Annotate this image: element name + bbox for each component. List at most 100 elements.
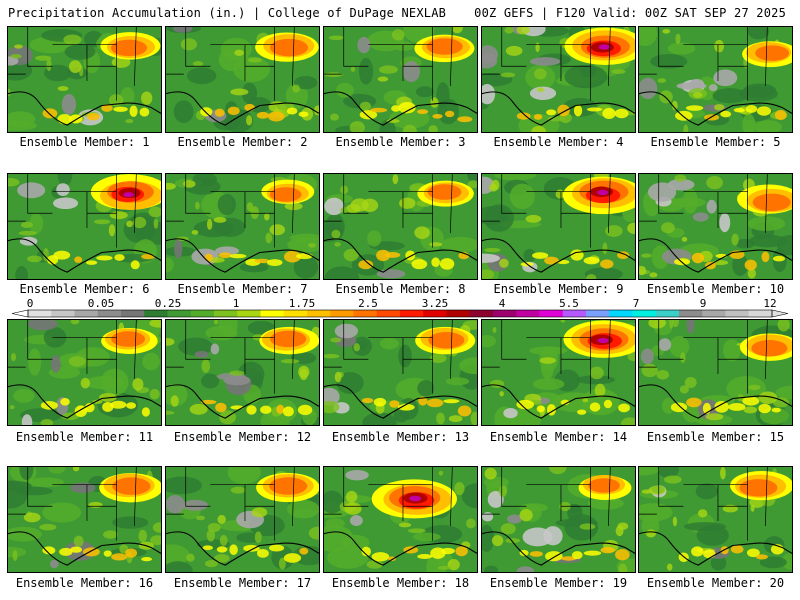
- member-map-1: [7, 26, 162, 133]
- member-caption: Ensemble Member: 14: [489, 430, 628, 444]
- state-border: [185, 174, 211, 214]
- chart-title: Precipitation Accumulation (in.) | Colle…: [8, 6, 447, 20]
- member-caption: Ensemble Member: 20: [646, 576, 785, 590]
- colorbar-label: 0.25: [154, 297, 182, 310]
- member-map-7: [165, 173, 320, 280]
- state-border: [526, 44, 562, 81]
- state-border: [765, 27, 768, 86]
- state-border: [343, 27, 369, 67]
- member-caption: Ensemble Member: 18: [331, 576, 470, 590]
- coastline: [324, 384, 477, 419]
- coastline: [482, 384, 635, 419]
- member-map-2: [165, 26, 320, 133]
- state-border: [765, 174, 768, 233]
- colorbar-left-arrow: [11, 309, 29, 318]
- coastline: [8, 91, 161, 126]
- colorbar-swatch: [376, 310, 401, 317]
- colorbar-swatch: [51, 310, 75, 317]
- colorbar-right-arrow: [771, 309, 789, 318]
- member-map-17: [165, 466, 320, 573]
- coastline: [166, 238, 319, 273]
- coastline: [8, 238, 161, 273]
- member-map-3: [323, 26, 478, 133]
- state-border: [501, 320, 527, 360]
- colorbar-swatch: [28, 310, 52, 317]
- member-caption: Ensemble Member: 2: [177, 135, 308, 149]
- colorbar-swatch: [748, 310, 773, 317]
- state-border: [450, 174, 453, 233]
- member-caption: Ensemble Member: 3: [335, 135, 466, 149]
- colorbar-swatch: [400, 310, 424, 317]
- run-info: 00Z GEFS | F120 Valid: 00Z SAT SEP 27 20…: [474, 6, 786, 20]
- member-map-16: [7, 466, 162, 573]
- colorbar-label: 0.05: [87, 297, 115, 310]
- coastline: [324, 531, 477, 566]
- coastline: [639, 238, 792, 273]
- member-caption: Ensemble Member: 15: [646, 430, 785, 444]
- colorbar-swatch: [214, 310, 238, 317]
- coastline: [639, 384, 792, 419]
- member-map-19: [481, 466, 636, 573]
- colorbar-label: 5.5: [559, 297, 579, 310]
- member-caption: Ensemble Member: 5: [650, 135, 781, 149]
- member-map-6: [7, 173, 162, 280]
- state-border: [27, 174, 53, 214]
- member-caption: Ensemble Member: 16: [15, 576, 154, 590]
- state-border: [658, 174, 684, 214]
- coastline: [8, 384, 161, 419]
- colorbar-label: 0: [26, 297, 34, 310]
- colorbar-label: 2.5: [358, 297, 378, 310]
- state-border: [450, 27, 453, 86]
- state-border: [450, 320, 453, 379]
- member-caption: Ensemble Member: 8: [335, 282, 466, 296]
- colorbar-swatch: [493, 310, 517, 317]
- colorbar-swatch: [446, 310, 471, 317]
- state-border: [501, 174, 527, 214]
- member-map-18: [323, 466, 478, 573]
- state-border: [292, 467, 295, 526]
- state-border: [683, 484, 719, 521]
- member-map-14: [481, 319, 636, 426]
- state-border: [501, 467, 527, 507]
- state-border: [185, 320, 211, 360]
- colorbar-swatch: [423, 310, 447, 317]
- member-caption: Ensemble Member: 7: [177, 282, 308, 296]
- state-border: [292, 320, 295, 379]
- colorbar-label: 4: [498, 297, 506, 310]
- state-border: [27, 467, 53, 507]
- coastline: [324, 91, 477, 126]
- colorbar-swatch: [353, 310, 378, 317]
- colorbar-swatch: [655, 310, 680, 317]
- member-map-5: [638, 26, 793, 133]
- state-border: [450, 467, 453, 526]
- colorbar-label: 9: [699, 297, 707, 310]
- state-border: [27, 320, 53, 360]
- member-map-20: [638, 466, 793, 573]
- state-border: [501, 27, 527, 67]
- member-caption: Ensemble Member: 4: [493, 135, 624, 149]
- colorbar-swatch: [190, 310, 215, 317]
- state-border: [608, 27, 611, 86]
- state-border: [343, 467, 369, 507]
- colorbar-swatch: [97, 310, 122, 317]
- state-border: [343, 174, 369, 214]
- colorbar-swatch: [121, 310, 145, 317]
- member-map-10: [638, 173, 793, 280]
- colorbar-label: 12: [763, 297, 777, 310]
- coastline: [8, 531, 161, 566]
- coastline: [482, 238, 635, 273]
- colorbar-swatch: [562, 310, 587, 317]
- state-border: [765, 320, 768, 379]
- state-border: [526, 484, 562, 521]
- colorbar-swatch: [237, 310, 261, 317]
- state-border: [683, 337, 719, 374]
- coastline: [166, 384, 319, 419]
- colorbar-swatch: [330, 310, 354, 317]
- state-border: [608, 174, 611, 233]
- member-caption: Ensemble Member: 1: [19, 135, 150, 149]
- state-border: [658, 320, 684, 360]
- colorbar-swatches: [11, 309, 789, 318]
- colorbar-swatch: [307, 310, 331, 317]
- state-border: [526, 337, 562, 374]
- colorbar-swatch: [725, 310, 750, 317]
